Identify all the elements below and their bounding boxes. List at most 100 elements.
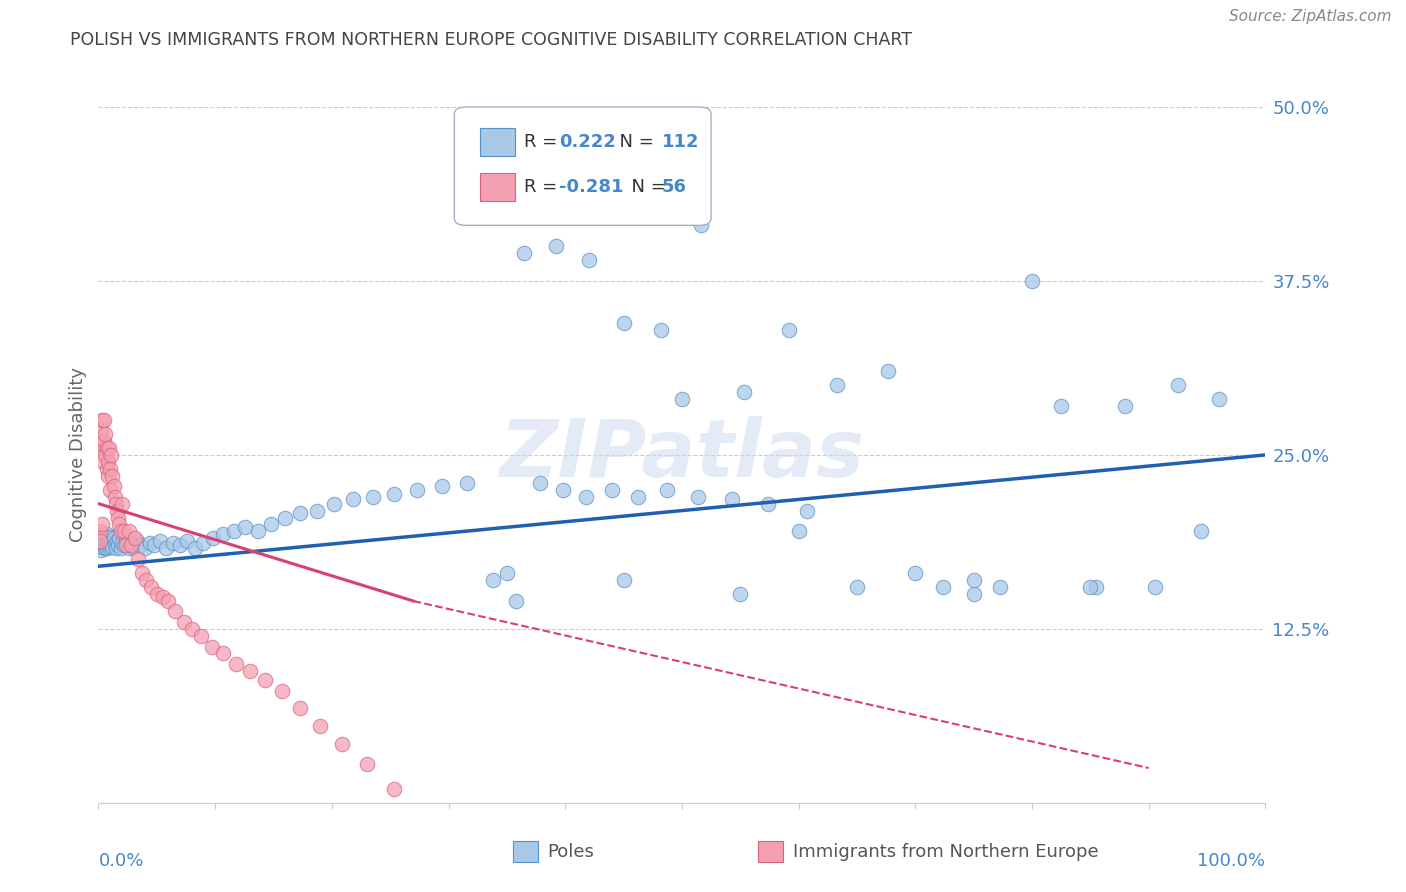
Text: 112: 112: [662, 133, 700, 151]
Point: [323, 497, 346, 511]
Text: R =: R =: [524, 133, 564, 151]
Point: [190, 629, 212, 643]
Point: [110, 524, 132, 539]
Text: R =: R =: [524, 178, 564, 196]
Point: [94, 537, 117, 551]
Point: [97, 540, 120, 554]
Point: [108, 517, 131, 532]
Point: [671, 392, 693, 407]
Point: [91, 437, 114, 451]
Point: [120, 538, 142, 552]
Point: [1050, 399, 1073, 413]
Point: [513, 246, 536, 260]
Point: [90, 413, 112, 427]
Point: [962, 573, 984, 587]
Point: [825, 378, 848, 392]
Point: [105, 503, 128, 517]
Point: [330, 737, 353, 751]
Point: [96, 441, 118, 455]
Point: [139, 580, 162, 594]
Point: [382, 487, 405, 501]
Point: [575, 490, 598, 504]
Point: [107, 538, 129, 552]
Point: [97, 534, 120, 549]
Point: [689, 219, 711, 233]
Point: [120, 535, 142, 549]
Point: [733, 385, 755, 400]
Point: [89, 534, 111, 549]
Point: [235, 520, 257, 534]
Point: [139, 535, 162, 549]
Text: ZIPatlas: ZIPatlas: [499, 416, 865, 494]
Point: [103, 532, 125, 546]
Point: [1021, 274, 1043, 288]
Point: [655, 483, 678, 497]
Point: [111, 497, 134, 511]
Point: [91, 528, 114, 542]
Point: [1167, 378, 1189, 392]
Point: [173, 615, 195, 629]
Point: [990, 580, 1012, 594]
Point: [118, 541, 141, 556]
Point: [361, 490, 384, 504]
Text: 56: 56: [662, 178, 688, 196]
Point: [505, 594, 527, 608]
Point: [90, 540, 112, 554]
Point: [104, 537, 127, 551]
Point: [131, 566, 153, 581]
Point: [193, 535, 215, 549]
Text: 0.0%: 0.0%: [98, 852, 143, 870]
Point: [626, 490, 648, 504]
Point: [222, 524, 245, 539]
Point: [89, 538, 111, 552]
Point: [1085, 580, 1108, 594]
FancyBboxPatch shape: [479, 128, 515, 156]
Point: [1080, 580, 1102, 594]
Point: [184, 541, 207, 556]
Text: N =: N =: [620, 178, 672, 196]
Text: Poles: Poles: [548, 843, 595, 861]
FancyBboxPatch shape: [513, 841, 538, 862]
FancyBboxPatch shape: [479, 173, 515, 201]
Point: [756, 497, 779, 511]
Point: [578, 253, 600, 268]
Point: [108, 532, 131, 546]
Point: [90, 542, 112, 557]
Point: [612, 316, 634, 330]
Point: [112, 538, 135, 552]
Point: [110, 541, 132, 556]
Point: [100, 448, 122, 462]
Point: [796, 503, 818, 517]
Point: [650, 323, 672, 337]
Point: [134, 541, 156, 556]
Point: [90, 534, 112, 549]
Point: [544, 239, 567, 253]
Point: [93, 532, 115, 546]
Point: [112, 524, 135, 539]
Point: [97, 468, 120, 483]
Point: [100, 535, 122, 549]
Point: [787, 524, 810, 539]
Point: [91, 533, 114, 547]
Point: [212, 527, 235, 541]
Point: [612, 573, 634, 587]
Point: [107, 510, 129, 524]
Point: [201, 640, 224, 654]
Point: [290, 507, 312, 521]
Point: [290, 701, 312, 715]
Text: Immigrants from Northern Europe: Immigrants from Northern Europe: [793, 843, 1098, 861]
Point: [152, 590, 174, 604]
Text: -0.281: -0.281: [560, 178, 624, 196]
Point: [201, 532, 224, 546]
Point: [118, 524, 141, 539]
Point: [212, 646, 235, 660]
Point: [125, 534, 148, 549]
Point: [104, 490, 127, 504]
Point: [274, 510, 297, 524]
Point: [247, 524, 270, 539]
Point: [89, 532, 111, 546]
Point: [94, 448, 117, 462]
Point: [124, 532, 146, 546]
Point: [932, 580, 955, 594]
Point: [529, 475, 551, 490]
